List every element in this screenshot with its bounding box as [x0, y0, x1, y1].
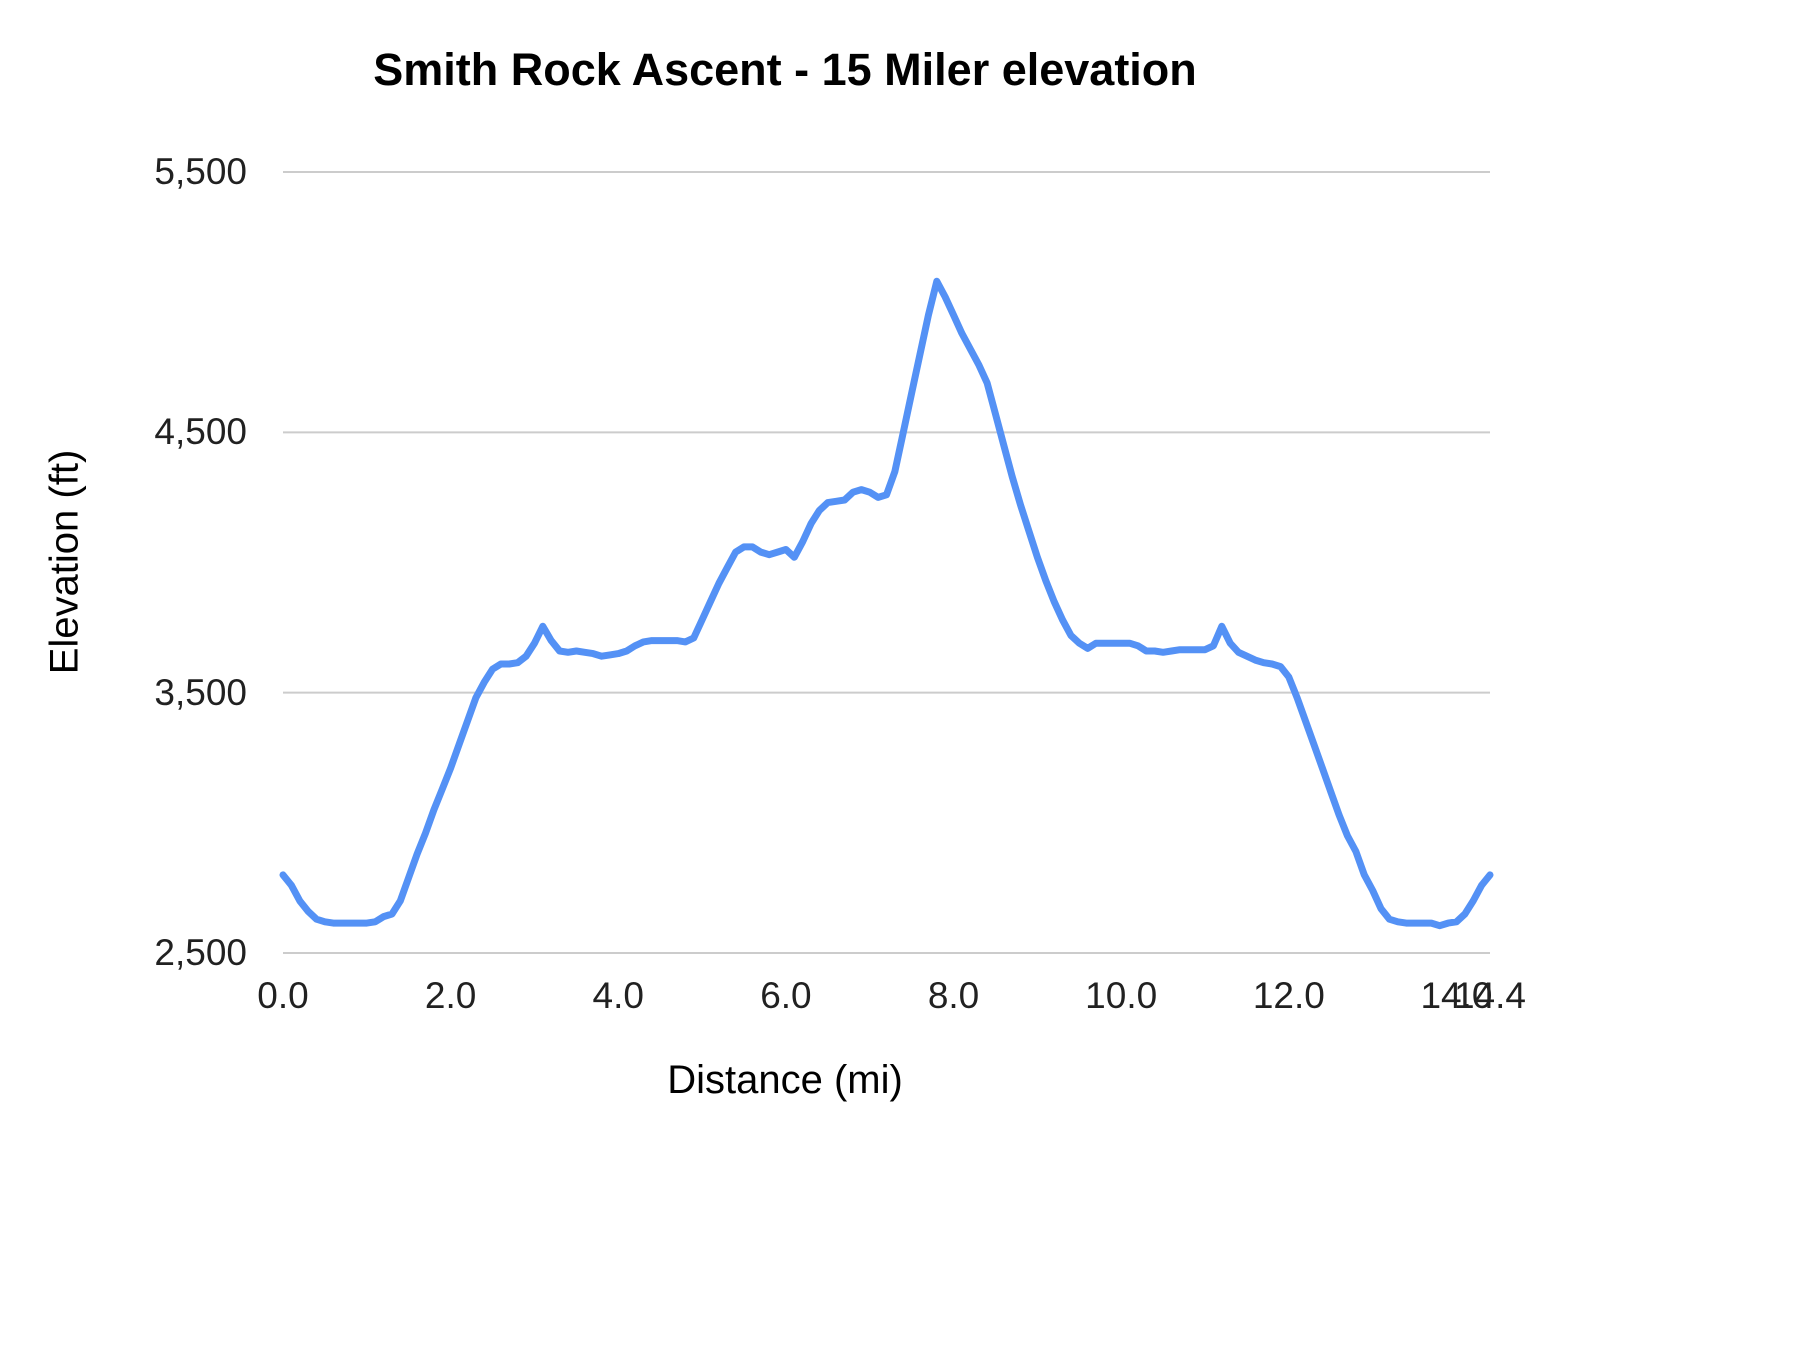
y-tick-label: 5,500 — [154, 151, 247, 192]
x-tick-label: 10.0 — [1085, 975, 1158, 1016]
x-axis-title: Distance (mi) — [667, 1058, 903, 1102]
y-tick-label: 3,500 — [154, 671, 247, 713]
chart-title: Smith Rock Ascent - 15 Miler elevation — [373, 44, 1197, 95]
y-tick-label: 2,500 — [154, 932, 247, 973]
x-tick-label: 6.0 — [760, 975, 812, 1016]
x-tick-label: 0.0 — [257, 975, 309, 1016]
x-tick-label: 12.0 — [1252, 975, 1325, 1016]
x-tick-label: 2.0 — [424, 975, 477, 1016]
x-tick-label: 14.4 — [1453, 975, 1526, 1016]
x-tick-label: 14.0 — [1420, 975, 1493, 1016]
x-tick-label: 4.0 — [592, 975, 644, 1016]
y-tick-label: 4,500 — [154, 411, 247, 453]
x-tick-label: 8.0 — [927, 975, 980, 1016]
elevation-line — [279, 277, 1494, 930]
